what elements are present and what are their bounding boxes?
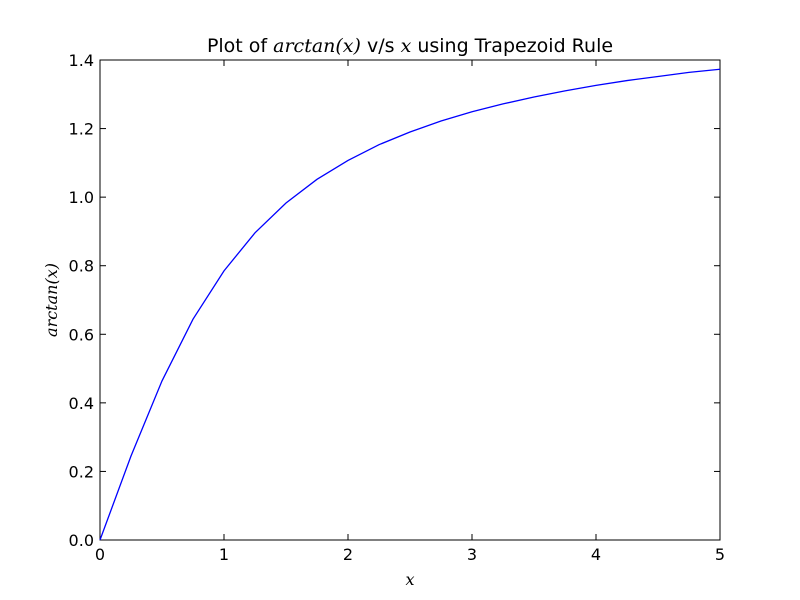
- x-axis-label: x: [405, 570, 414, 589]
- y-tick-label: 1.4: [69, 51, 94, 70]
- y-tick-label: 0.0: [69, 531, 94, 550]
- series-line-arctan: [99, 68, 721, 541]
- y-tick-label: 0.6: [69, 325, 94, 344]
- x-tick-label: 1: [219, 545, 229, 564]
- x-tick-label: 5: [715, 545, 725, 564]
- ticks-group: [99, 59, 721, 541]
- y-axis-label: arctan(x): [42, 263, 61, 337]
- title-prefix: Plot of: [207, 35, 273, 57]
- title-math-x: x: [401, 35, 412, 57]
- plot-frame: [99, 59, 721, 541]
- title-math-arctan: arctan(x): [273, 35, 361, 57]
- chart-title: Plot of arctan(x) v/s x using Trapezoid …: [207, 35, 613, 57]
- y-tick-label: 0.4: [69, 394, 94, 413]
- x-tick-label: 3: [467, 545, 477, 564]
- title-suffix: using Trapezoid Rule: [411, 35, 613, 57]
- y-tick-label: 0.2: [69, 462, 94, 481]
- tick-labels-group: 0 1 2 3 4 5 0.0 0.2 0.4 0.6 0.8 1.0 1.2 1.4: [69, 51, 726, 564]
- x-tick-label: 0: [95, 545, 105, 564]
- x-tick-label: 4: [591, 545, 601, 564]
- title-middle: v/s: [361, 35, 401, 57]
- y-tick-label: 0.8: [69, 257, 94, 276]
- x-tick-label: 2: [343, 545, 353, 564]
- y-tick-label: 1.2: [69, 120, 94, 139]
- y-tick-label: 1.0: [69, 188, 94, 207]
